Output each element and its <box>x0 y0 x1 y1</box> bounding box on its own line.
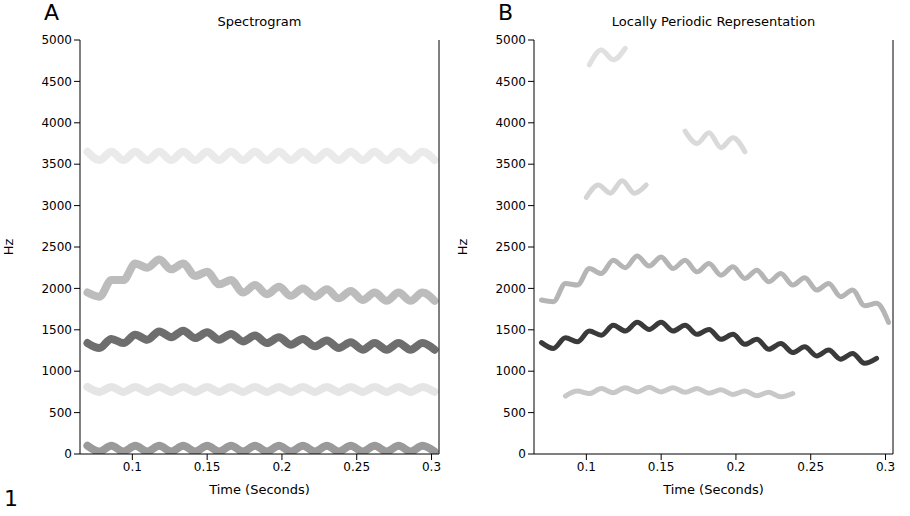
svg-text:0: 0 <box>518 447 526 461</box>
svg-text:0.15: 0.15 <box>194 460 221 474</box>
html-text:B: B <box>498 0 514 25</box>
svg-text:2500: 2500 <box>41 240 72 254</box>
svg-text:500: 500 <box>49 406 72 420</box>
svg-text:0: 0 <box>64 447 72 461</box>
svg-text:0.1: 0.1 <box>123 460 142 474</box>
svg-text:0.1: 0.1 <box>577 460 596 474</box>
svg-text:1000: 1000 <box>495 364 526 378</box>
html-text:1: 1 <box>4 486 18 511</box>
svg-text:5000: 5000 <box>41 33 72 47</box>
svg-text:0.15: 0.15 <box>648 460 675 474</box>
html-text:A: A <box>44 0 60 25</box>
svg-text:4500: 4500 <box>495 75 526 89</box>
svg-text:4500: 4500 <box>41 75 72 89</box>
svg-text:1000: 1000 <box>41 364 72 378</box>
html-text:Spectrogram: Spectrogram <box>217 14 302 29</box>
svg-text:3500: 3500 <box>495 157 526 171</box>
svg-text:1500: 1500 <box>41 323 72 337</box>
svg-text:500: 500 <box>503 406 526 420</box>
svg-text:Time (Seconds): Time (Seconds) <box>208 482 310 497</box>
svg-text:2000: 2000 <box>41 282 72 296</box>
svg-text:Hz: Hz <box>455 239 470 256</box>
svg-text:0.2: 0.2 <box>272 460 291 474</box>
html-text:Locally Periodic Representatio: Locally Periodic Representation <box>611 14 816 29</box>
svg-text:2500: 2500 <box>495 240 526 254</box>
svg-text:1500: 1500 <box>495 323 526 337</box>
svg-text:0.25: 0.25 <box>797 460 824 474</box>
svg-text:3500: 3500 <box>41 157 72 171</box>
svg-text:0.3: 0.3 <box>422 460 441 474</box>
svg-text:5000: 5000 <box>495 33 526 47</box>
svg-text:0.25: 0.25 <box>343 460 370 474</box>
svg-text:0.3: 0.3 <box>876 460 895 474</box>
svg-text:2000: 2000 <box>495 282 526 296</box>
svg-text:3000: 3000 <box>495 199 526 213</box>
svg-text:0.2: 0.2 <box>726 460 745 474</box>
svg-text:4000: 4000 <box>495 116 526 130</box>
svg-text:3000: 3000 <box>41 199 72 213</box>
svg-text:Time (Seconds): Time (Seconds) <box>662 482 764 497</box>
svg-text:4000: 4000 <box>41 116 72 130</box>
svg-text:Hz: Hz <box>1 239 16 256</box>
